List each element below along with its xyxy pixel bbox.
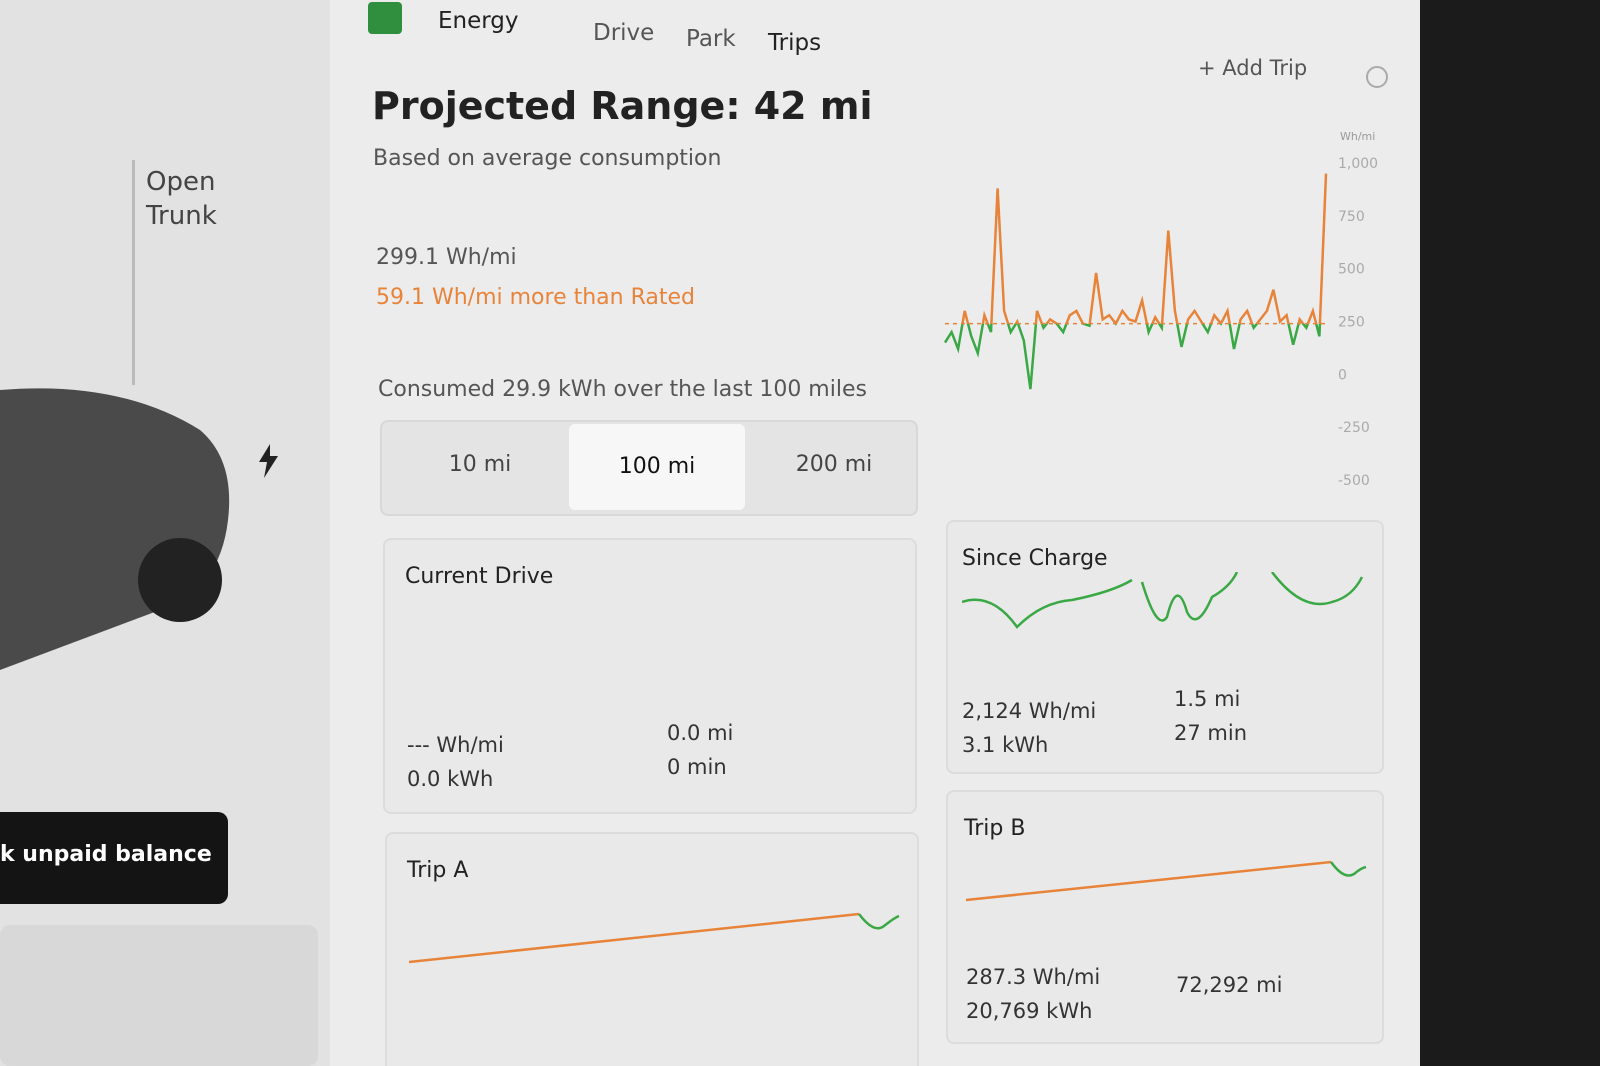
card-title: Since Charge: [962, 546, 1108, 571]
y-axis-label: Wh/mi: [1340, 130, 1375, 143]
card-values: 1.5 mi 27 min: [1174, 682, 1247, 750]
add-trip[interactable]: + Add Trip: [1198, 56, 1308, 80]
tab[interactable]: Park: [686, 26, 736, 52]
card-values: 287.3 Wh/mi 20,769 kWh: [966, 960, 1100, 1028]
card: Current Drive --- Wh/mi 0.0 kWh 0.0 mi 0 m…: [383, 538, 917, 814]
consumption-line: [943, 323, 1322, 390]
sparkline: [409, 912, 900, 964]
card-value: 287.3 Wh/mi: [966, 965, 1101, 989]
vs-rated: 59.1 Wh/mi more than Rated: [376, 285, 695, 310]
y-tick-label: 1,000: [1338, 156, 1378, 172]
card: Trip B 287.3 Wh/mi 20,769 kWh 72,292 mi: [946, 790, 1384, 1044]
card-values: 72,292 mi: [1176, 968, 1282, 1002]
tab[interactable]: Trips: [768, 30, 822, 56]
card-value: 0.0 kWh: [407, 767, 494, 791]
range-button[interactable]: 100 mi: [569, 424, 745, 510]
card-values: 0.0 mi 0 min: [667, 716, 733, 784]
card-value: 3.1 kWh: [962, 733, 1049, 757]
sparkline: [962, 572, 1364, 629]
tab[interactable]: Drive: [593, 20, 655, 46]
card-value: 72,292 mi: [1176, 973, 1283, 997]
screen: Open Trunk k unpaid balance Energy Drive…: [0, 0, 1420, 1066]
range-selector: 10 mi 100 mi 200 mi: [380, 420, 918, 516]
y-tick-label: 750: [1338, 209, 1365, 225]
card: Trip A: [385, 832, 919, 1066]
energy-icon: [368, 2, 402, 34]
card-value: 20,769 kWh: [966, 999, 1093, 1023]
y-tick-label: -250: [1338, 420, 1370, 436]
consumed: Consumed 29.9 kWh over the last 100 mile…: [378, 377, 867, 402]
y-tick-label: -500: [1338, 473, 1370, 489]
trunk-button[interactable]: Open Trunk: [146, 167, 217, 231]
y-tick-label: 250: [1338, 315, 1365, 331]
card-value: 1.5 mi: [1174, 687, 1241, 711]
y-tick-label: 0: [1338, 367, 1347, 383]
range-button[interactable]: 10 mi: [448, 452, 512, 477]
car-image: [0, 388, 230, 670]
card-value: 2,124 Wh/mi: [962, 699, 1097, 723]
sparkline: [966, 860, 1367, 902]
car-wheel: [138, 538, 222, 622]
card-values: --- Wh/mi 0.0 kWh: [407, 728, 504, 796]
title: Projected Range: 42 mi: [372, 84, 873, 128]
divider: [132, 160, 135, 385]
balance-banner[interactable]: k unpaid balance: [0, 812, 228, 904]
seat-panel: [0, 925, 318, 1066]
consumption-chart: Wh/mi 1,000 750 500 250 0 -250 -500: [943, 130, 1378, 489]
average: 299.1 Wh/mi: [376, 245, 517, 270]
card: Since Charge 2,124 Wh/mi 3.1 kWh 1.5 mi 27…: [946, 520, 1384, 774]
card-value: 0.0 mi: [667, 721, 734, 745]
tab[interactable]: Energy: [438, 8, 519, 34]
card-title: Current Drive: [405, 564, 554, 589]
charge-icon: [259, 444, 278, 478]
card-title: Trip B: [964, 816, 1026, 841]
sidebar: Open Trunk k unpaid balance: [0, 0, 330, 1066]
range-button[interactable]: 200 mi: [795, 452, 873, 477]
consumption-line-above-rated: [961, 173, 1328, 324]
card-value: 0 min: [667, 755, 727, 779]
card-value: 27 min: [1174, 721, 1247, 745]
subtitle: Based on average consumption: [373, 146, 722, 171]
card-title: Trip A: [407, 858, 469, 883]
card-values: 2,124 Wh/mi 3.1 kWh: [962, 694, 1096, 762]
info-icon[interactable]: [1366, 66, 1388, 88]
y-tick-label: 500: [1338, 262, 1365, 278]
card-value: --- Wh/mi: [407, 733, 504, 757]
